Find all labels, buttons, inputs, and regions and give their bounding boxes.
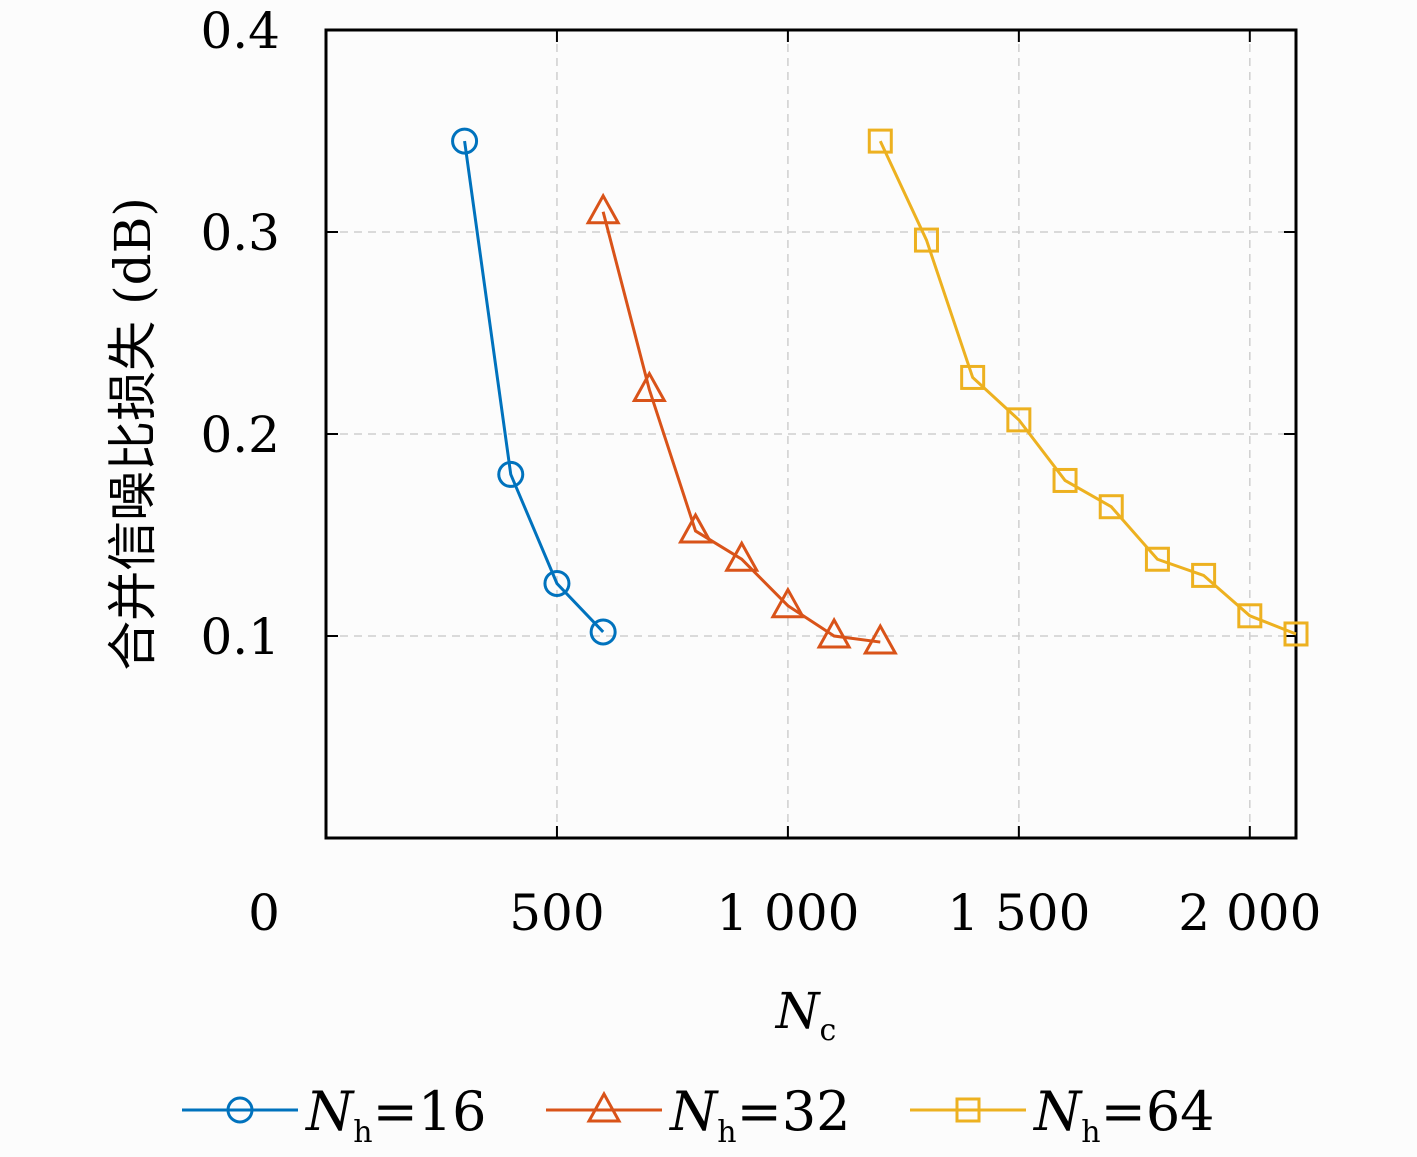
series-2	[867, 128, 1309, 647]
legend-label-sub: h	[353, 1115, 372, 1150]
legend-label-sub: h	[1081, 1115, 1100, 1150]
data-point	[543, 569, 571, 597]
legend-label: Nh=32	[668, 1080, 851, 1150]
y-tick-label: 0.1	[200, 608, 280, 666]
legend: Nh=16 Nh=32 Nh=64	[182, 1080, 1215, 1150]
data-point	[862, 622, 898, 655]
series-line	[601, 211, 881, 644]
x-tick-label: 0	[248, 884, 280, 942]
axis-ticks: 0 500 1 000 1 500 2 000 0.1 0.2 0.3 0.4	[200, 2, 1321, 942]
legend-label-suffix: =32	[737, 1080, 851, 1143]
data-point	[1283, 621, 1309, 647]
legend-marker	[226, 1096, 254, 1124]
data-point	[677, 511, 714, 544]
legend-item-1: Nh=32	[546, 1080, 851, 1150]
data-point	[1052, 467, 1078, 493]
x-tick-label: 1 000	[716, 884, 859, 942]
legend-label-name: N	[1032, 1080, 1083, 1143]
legend-item-2: Nh=64	[910, 1080, 1215, 1150]
legend-label: Nh=64	[1032, 1080, 1215, 1150]
data-point	[770, 586, 806, 619]
series-1	[585, 192, 898, 655]
data-point	[1006, 407, 1032, 433]
x-axis-label-main: N	[775, 982, 822, 1040]
data-point	[1237, 603, 1263, 629]
x-tick-label: 500	[509, 884, 604, 942]
y-tick-label: 0.4	[200, 2, 280, 60]
data-point	[816, 616, 852, 649]
data-point	[497, 460, 525, 488]
legend-marker	[586, 1090, 622, 1123]
x-tick-label: 2 000	[1178, 884, 1321, 942]
x-tick-label: 1 500	[947, 884, 1090, 942]
series-line	[878, 140, 1297, 636]
data-point	[451, 127, 479, 155]
series-line	[463, 140, 605, 633]
y-tick-label: 0.3	[200, 204, 280, 262]
series-0	[451, 127, 617, 646]
data-point	[867, 128, 893, 154]
legend-label-suffix: =16	[373, 1080, 487, 1143]
data-point	[1191, 562, 1217, 588]
y-axis-label: 合并信噪比损失 (dB)	[104, 197, 162, 671]
data-point	[589, 618, 617, 646]
legend-label-suffix: =64	[1101, 1080, 1215, 1143]
legend-label-sub: h	[717, 1115, 736, 1150]
data-point	[1144, 546, 1170, 572]
legend-label-name: N	[304, 1080, 355, 1143]
legend-marker	[955, 1097, 981, 1123]
legend-item-0: Nh=16	[182, 1080, 487, 1150]
data-point	[585, 192, 621, 225]
y-tick-label: 0.2	[200, 406, 280, 464]
data-point	[631, 370, 667, 403]
series-layer	[451, 127, 1309, 655]
x-axis-label-sub: c	[819, 1013, 836, 1048]
data-point	[724, 540, 760, 572]
data-point	[1098, 494, 1124, 520]
data-point	[913, 227, 939, 253]
data-point	[960, 364, 986, 390]
legend-label-name: N	[668, 1080, 719, 1143]
legend-label: Nh=16	[304, 1080, 487, 1150]
x-axis-label: Nc	[775, 982, 837, 1048]
